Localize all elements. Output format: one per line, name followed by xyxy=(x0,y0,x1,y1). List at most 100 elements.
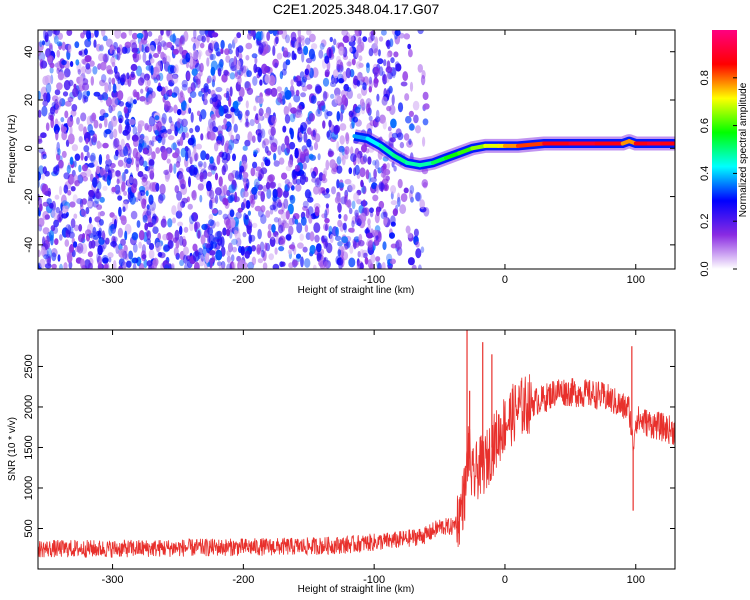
noise-speckle xyxy=(334,235,342,241)
noise-speckle xyxy=(163,245,171,252)
noise-speckle xyxy=(220,48,224,55)
noise-speckle xyxy=(278,157,285,165)
noise-speckle xyxy=(329,233,334,244)
noise-speckle xyxy=(90,76,95,86)
noise-speckle xyxy=(217,67,222,77)
noise-speckle xyxy=(181,197,188,204)
noise-speckle xyxy=(171,74,179,84)
noise-speckle xyxy=(199,194,203,203)
noise-speckle xyxy=(92,133,98,143)
noise-speckle xyxy=(352,116,358,123)
noise-speckle xyxy=(121,172,126,183)
noise-speckle xyxy=(41,40,46,46)
noise-speckle xyxy=(189,255,196,265)
noise-speckle xyxy=(121,46,128,54)
noise-speckle xyxy=(271,115,277,125)
noise-speckle xyxy=(160,30,164,36)
noise-speckle xyxy=(389,137,396,143)
noise-speckle xyxy=(65,224,72,235)
noise-speckle xyxy=(44,31,49,43)
noise-speckle xyxy=(362,199,366,208)
noise-speckle xyxy=(234,191,238,203)
noise-speckle xyxy=(218,105,225,117)
noise-speckle xyxy=(402,71,409,82)
noise-speckle xyxy=(273,153,277,161)
noise-speckle xyxy=(226,228,231,237)
noise-speckle xyxy=(54,89,61,96)
noise-speckle xyxy=(67,133,75,145)
noise-speckle xyxy=(287,249,292,255)
noise-speckle xyxy=(38,135,43,143)
noise-speckle xyxy=(267,230,272,239)
noise-speckle xyxy=(166,158,171,164)
noise-speckle xyxy=(386,87,391,96)
noise-speckle xyxy=(92,66,98,75)
noise-speckle xyxy=(84,155,88,162)
noise-speckle xyxy=(360,106,366,115)
noise-speckle xyxy=(286,143,291,154)
noise-speckle xyxy=(338,46,345,56)
noise-speckle xyxy=(198,90,203,97)
noise-speckle xyxy=(386,52,390,58)
noise-speckle xyxy=(306,138,312,148)
noise-speckle xyxy=(93,39,97,48)
noise-speckle xyxy=(88,240,93,249)
noise-speckle xyxy=(186,72,190,81)
noise-speckle xyxy=(400,81,408,87)
noise-speckle xyxy=(158,193,166,201)
noise-speckle xyxy=(281,68,287,76)
noise-speckle xyxy=(38,109,42,118)
noise-speckle xyxy=(409,185,415,194)
noise-speckle xyxy=(128,118,136,126)
noise-speckle xyxy=(99,115,105,121)
noise-speckle xyxy=(64,68,71,78)
noise-speckle xyxy=(390,221,396,227)
spectrogram-y-ticks: -40 -20 0 20 40 xyxy=(23,46,675,253)
noise-speckle xyxy=(207,227,214,236)
noise-speckle xyxy=(366,62,370,68)
noise-speckle xyxy=(383,211,388,218)
noise-speckle xyxy=(278,199,282,207)
noise-speckle xyxy=(337,219,343,228)
noise-speckle xyxy=(290,185,295,191)
noise-speckle xyxy=(105,96,113,107)
noise-speckle xyxy=(368,115,373,122)
snr-line xyxy=(38,374,675,558)
noise-speckle xyxy=(313,185,320,195)
noise-speckle xyxy=(227,172,235,182)
noise-speckle xyxy=(211,32,219,38)
noise-speckle xyxy=(225,55,231,63)
noise-speckle xyxy=(131,42,138,52)
noise-speckle xyxy=(181,125,188,134)
noise-speckle xyxy=(244,250,250,259)
noise-speckle xyxy=(181,79,188,88)
noise-speckle xyxy=(356,44,364,53)
noise-speckle xyxy=(72,87,79,98)
y-tick-label: 500 xyxy=(23,519,35,537)
noise-speckle xyxy=(237,96,243,102)
noise-speckle xyxy=(131,134,139,142)
noise-speckle xyxy=(409,190,413,200)
noise-speckle xyxy=(244,121,250,128)
noise-speckle xyxy=(283,105,289,116)
noise-speckle xyxy=(382,119,387,130)
noise-speckle xyxy=(105,38,113,48)
noise-speckle xyxy=(46,231,52,242)
noise-speckle xyxy=(314,234,320,243)
noise-speckle xyxy=(326,111,333,117)
noise-speckle xyxy=(124,124,131,135)
noise-speckle xyxy=(172,217,176,224)
noise-speckle xyxy=(324,223,328,232)
snr-y-axis-label: SNR (10 * v/v) xyxy=(7,417,18,481)
noise-speckle xyxy=(83,145,90,153)
noise-speckle xyxy=(159,183,166,195)
noise-speckle xyxy=(99,79,106,87)
noise-speckle xyxy=(270,126,276,136)
noise-speckle xyxy=(234,108,240,117)
noise-speckle xyxy=(146,144,150,151)
noise-speckle xyxy=(233,36,238,44)
noise-speckle xyxy=(200,109,207,120)
noise-speckle xyxy=(111,96,118,108)
noise-speckle xyxy=(131,232,139,241)
noise-speckle xyxy=(163,169,169,175)
